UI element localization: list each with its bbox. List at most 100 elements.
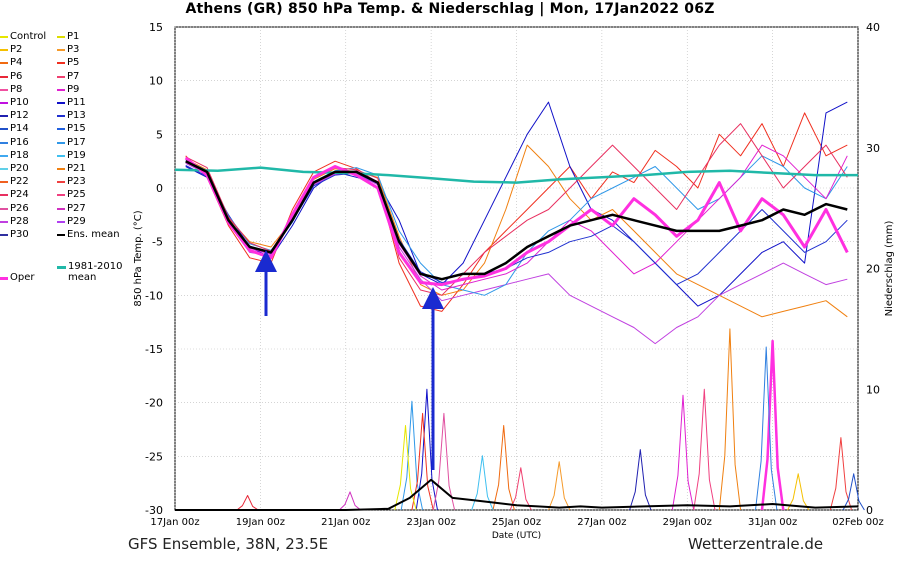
legend-swatch: [57, 128, 65, 131]
precip-spike: [400, 400, 424, 511]
x-tick-label: 31Jan 00z: [748, 517, 797, 528]
legend-swatch: [57, 181, 65, 184]
legend-label: P24: [10, 189, 29, 201]
legend-label: P1: [67, 31, 80, 42]
precip-spike: [629, 449, 652, 511]
legend-clim-swatch: [57, 266, 66, 269]
y-tick-label: 10: [149, 75, 163, 88]
legend-label: P10: [10, 97, 29, 108]
y2-tick-label: 0: [866, 504, 873, 517]
x-tick-label: 27Jan 00z: [577, 517, 626, 528]
legend-clim-label: 1981-2010 mean: [68, 261, 123, 283]
y-tick-label: -15: [145, 343, 163, 356]
member-temp-line: [185, 112, 848, 312]
legend-swatch: [0, 49, 8, 52]
legend-label: Ens. mean: [67, 229, 120, 240]
legend-label: P26: [10, 202, 29, 214]
legend-label: P25: [67, 189, 86, 201]
legend-label: P29: [67, 215, 86, 227]
member-temp-line: [185, 101, 848, 307]
legend-label: P9: [67, 83, 80, 95]
legend-label: P13: [67, 110, 86, 122]
y-tick-label: -10: [145, 289, 163, 302]
legend-label: P4: [10, 57, 23, 69]
legend-swatch: [0, 115, 8, 118]
legend-label: P5: [67, 57, 80, 69]
precip-spike: [829, 437, 853, 511]
y2-tick-label: 30: [866, 142, 880, 155]
legend-swatch: [0, 207, 8, 210]
legend-swatch: [0, 194, 8, 197]
legend-label: Control: [10, 31, 47, 42]
y-tick-label: -20: [145, 397, 163, 410]
precip-spike: [755, 346, 778, 511]
y-tick-label: -30: [145, 504, 163, 517]
precip-spike: [509, 467, 532, 511]
legend-label: P19: [67, 149, 86, 161]
precip-spike: [411, 412, 434, 511]
x-tick-label: 29Jan 00z: [663, 517, 712, 528]
clim-mean-line: [174, 166, 858, 184]
legend-label: P20: [10, 163, 29, 174]
y2-tick-label: 10: [866, 383, 880, 396]
legend-swatch: [0, 234, 8, 236]
legend-swatch: [57, 194, 65, 197]
legend-label: P22: [10, 176, 29, 188]
legend-swatch: [0, 36, 8, 38]
legend-swatch: [57, 36, 65, 38]
y-axis-label: 850 hPa Temp. (°C): [133, 210, 144, 306]
precip-spike: [718, 328, 742, 511]
legend-label: P17: [67, 136, 86, 148]
legend-label: P15: [67, 123, 86, 135]
legend-swatch: [0, 75, 8, 78]
legend-swatch: [57, 102, 65, 104]
legend-label: P16: [10, 136, 29, 148]
legend-label: P6: [10, 70, 23, 82]
legend-label: P14: [10, 123, 29, 135]
precip-spike: [236, 495, 259, 511]
legend-swatch: [57, 115, 65, 118]
legend-clim-line: 1981-2010: [68, 261, 123, 272]
legend-label: P7: [67, 70, 80, 82]
legend-label: P23: [67, 176, 86, 188]
x-tick-label: 21Jan 00z: [321, 517, 370, 528]
legend: Control P1 P2 P3 P4 P5 P6 P7 P8 P9 P10 P11 P12 P13 P14…: [0, 30, 150, 290]
precip-spike: [338, 491, 362, 511]
y-tick-label: -5: [152, 236, 163, 249]
legend-swatch: [57, 220, 65, 223]
legend-swatch: [57, 62, 65, 65]
legend-label: P11: [67, 97, 86, 108]
legend-label: P2: [10, 44, 23, 56]
oper-temp-line: [184, 156, 849, 287]
ens-mean-precip-line: [175, 478, 859, 511]
legend-swatch: [0, 168, 8, 170]
chart-title: Athens (GR) 850 hPa Temp. & Niederschlag…: [185, 1, 715, 17]
legend-swatch: [57, 49, 65, 52]
precip-spike: [787, 473, 810, 511]
legend-label: P30: [10, 229, 29, 240]
precip-spike: [548, 461, 571, 511]
x-axis-label: Date (UTC): [492, 531, 541, 541]
legend-swatch: [0, 62, 8, 65]
legend-swatch: [0, 181, 8, 184]
legend-swatch: [0, 102, 8, 104]
legend-swatch: [57, 154, 65, 157]
precip-spike: [415, 388, 438, 511]
legend-swatch: [57, 75, 65, 78]
y2-axis-label: Niederschlag (mm): [884, 221, 895, 317]
y2-tick-label: 40: [866, 21, 880, 34]
annotation-arrow-1-head: [255, 250, 277, 272]
x-tick-label: 17Jan 00z: [150, 517, 199, 528]
x-tick-label: 25Jan 00z: [492, 517, 541, 528]
legend-oper-label: Oper: [10, 272, 35, 283]
legend-label: P21: [67, 163, 86, 174]
legend-swatch: [0, 88, 8, 91]
legend-swatch: [0, 220, 8, 223]
y-tick-label: 15: [149, 21, 163, 34]
legend-swatch: [0, 154, 8, 157]
ens-mean-temp-line: [185, 160, 848, 281]
y-tick-label: 0: [156, 182, 163, 195]
legend-label: P8: [10, 83, 23, 95]
x-tick-label: 23Jan 00z: [406, 517, 455, 528]
